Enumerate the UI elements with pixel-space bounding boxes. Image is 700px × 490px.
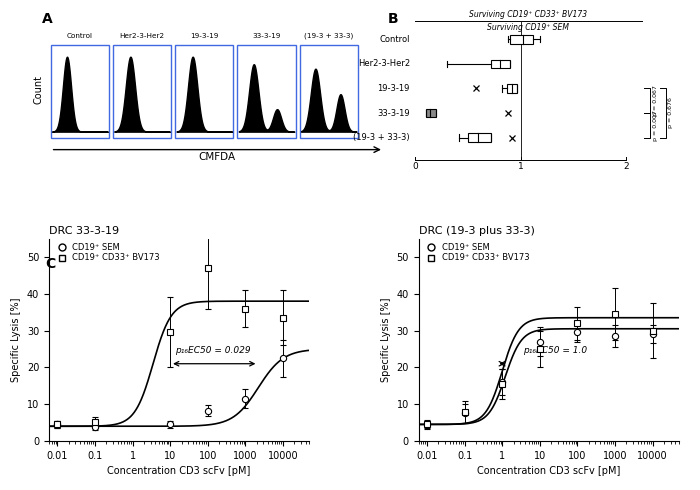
Bar	[300, 45, 358, 138]
Text: 19-3-19: 19-3-19	[190, 33, 218, 39]
Bar	[175, 45, 233, 138]
Bar	[510, 35, 533, 44]
Bar	[50, 45, 109, 138]
Y-axis label: Specific Lysis [%]: Specific Lysis [%]	[381, 297, 391, 382]
Text: 0: 0	[412, 162, 418, 171]
Legend: CD19⁺ SEM, CD19⁺ CD33⁺ BV173: CD19⁺ SEM, CD19⁺ CD33⁺ BV173	[423, 243, 530, 263]
Text: p₁₆EC50 = 1.0: p₁₆EC50 = 1.0	[523, 345, 587, 355]
Y-axis label: Specific Lysis [%]: Specific Lysis [%]	[11, 297, 21, 382]
Text: CMFDA: CMFDA	[199, 151, 236, 162]
Legend: CD19⁺ SEM, CD19⁺ CD33⁺ BV173: CD19⁺ SEM, CD19⁺ CD33⁺ BV173	[53, 243, 160, 263]
X-axis label: Concentration CD3 scFv [pM]: Concentration CD3 scFv [pM]	[108, 466, 251, 476]
Bar	[507, 84, 517, 93]
Text: p = 0.676: p = 0.676	[668, 98, 673, 128]
Text: Control: Control	[379, 35, 410, 44]
Text: (19-3 + 33-3): (19-3 + 33-3)	[353, 133, 410, 142]
Text: Control: Control	[66, 33, 93, 39]
Text: Her2-3-Her2: Her2-3-Her2	[358, 59, 409, 68]
Text: 1: 1	[518, 162, 524, 171]
Text: p₁₆EC50 = 0.029: p₁₆EC50 = 0.029	[176, 345, 251, 355]
Bar	[426, 109, 436, 117]
Bar	[468, 133, 491, 142]
Text: p = 0.067: p = 0.067	[652, 85, 657, 116]
Text: 2: 2	[624, 162, 629, 171]
X-axis label: Concentration CD3 scFv [pM]: Concentration CD3 scFv [pM]	[477, 466, 620, 476]
Bar	[113, 45, 172, 138]
Text: B: B	[389, 12, 399, 25]
Text: C: C	[46, 257, 56, 271]
Text: (19-3 + 33-3): (19-3 + 33-3)	[304, 32, 354, 39]
Text: Her2-3-Her2: Her2-3-Her2	[120, 33, 164, 39]
Text: Surviving CD19⁺ CD33⁺ BV173: Surviving CD19⁺ CD33⁺ BV173	[469, 10, 587, 19]
Text: DRC 33-3-19: DRC 33-3-19	[49, 226, 119, 237]
Text: Surviving CD19⁺ SEM: Surviving CD19⁺ SEM	[487, 23, 569, 32]
Bar	[237, 45, 295, 138]
Bar	[491, 60, 510, 68]
Text: 33-3-19: 33-3-19	[377, 108, 409, 118]
Text: Count: Count	[34, 75, 44, 104]
Text: A: A	[42, 12, 53, 25]
Text: 33-3-19: 33-3-19	[253, 33, 281, 39]
Text: DRC (19-3 plus 33-3): DRC (19-3 plus 33-3)	[419, 226, 535, 237]
Text: p = 0.007: p = 0.007	[652, 110, 657, 141]
Text: 19-3-19: 19-3-19	[377, 84, 409, 93]
